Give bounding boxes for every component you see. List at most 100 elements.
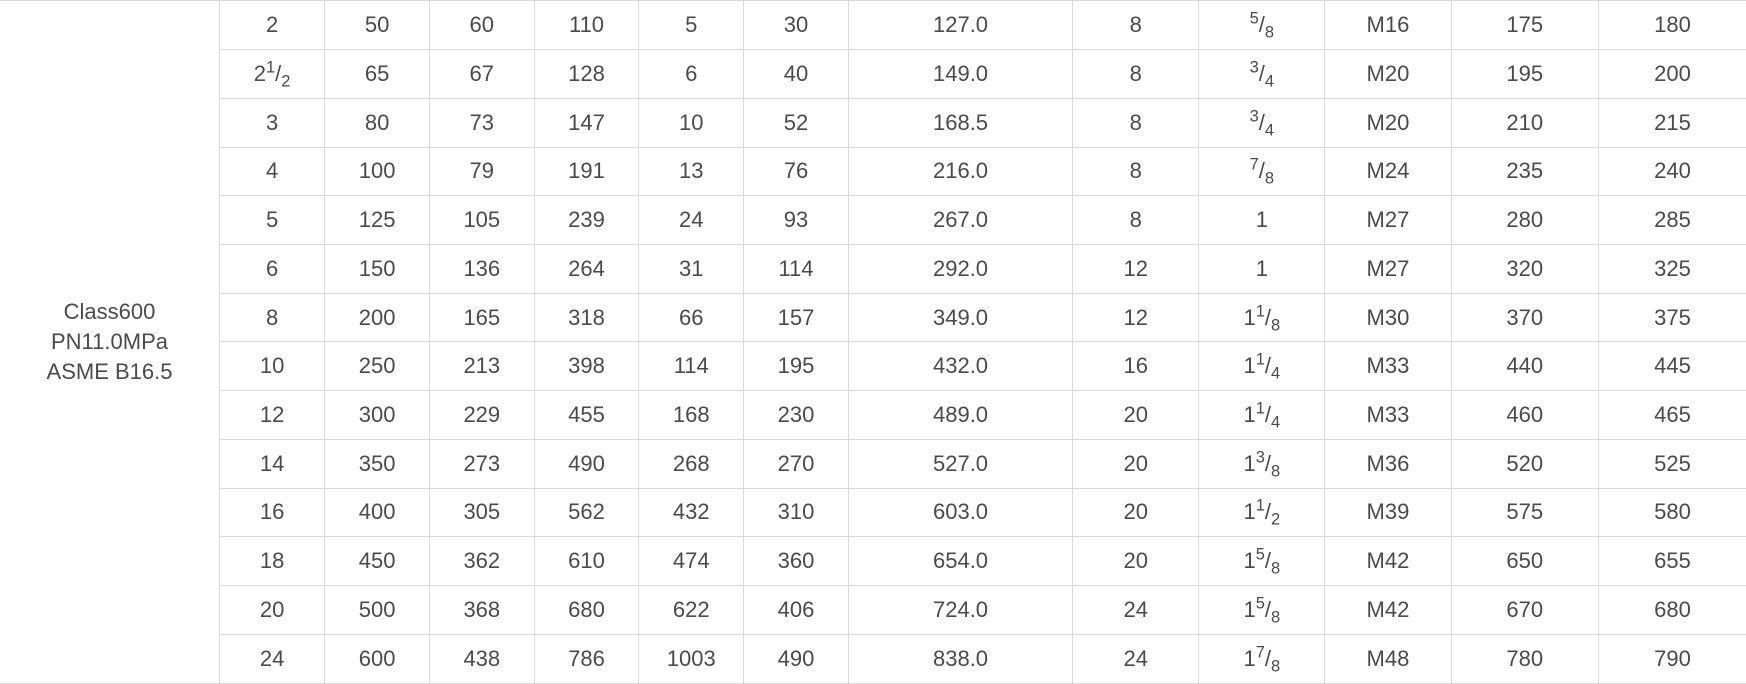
table-cell: 4 — [220, 147, 325, 196]
fraction-value: 3/4 — [1250, 110, 1275, 135]
table-cell: 3 — [220, 98, 325, 147]
table-cell: 200 — [325, 293, 430, 342]
table-cell: 370 — [1451, 293, 1598, 342]
table-cell: 474 — [639, 537, 744, 586]
table-cell: 600 — [325, 634, 430, 683]
table-cell: 780 — [1451, 634, 1598, 683]
table-cell: 215 — [1598, 98, 1746, 147]
table-cell: 12 — [220, 391, 325, 440]
table-cell: 5 — [639, 1, 744, 50]
table-row: 820016531866157349.01211/8M30370375 — [220, 293, 1746, 342]
table-cell: 114 — [744, 245, 849, 294]
table-cell: M24 — [1325, 147, 1451, 196]
table-cell: 603.0 — [848, 488, 1072, 537]
fraction-value: 3/4 — [1250, 61, 1275, 86]
table-cell: 580 — [1598, 488, 1746, 537]
table-cell: 1003 — [639, 634, 744, 683]
table-row: 16400305562432310603.02011/2M39575580 — [220, 488, 1746, 537]
table-cell: 268 — [639, 439, 744, 488]
table-cell: M20 — [1325, 50, 1451, 99]
table-cell: 24 — [1073, 585, 1199, 634]
table-cell: 325 — [1598, 245, 1746, 294]
table-cell: 292.0 — [848, 245, 1072, 294]
table-cell: 2 — [220, 1, 325, 50]
table-cell: 318 — [534, 293, 639, 342]
table-cell: 157 — [744, 293, 849, 342]
table-cell: 76 — [744, 147, 849, 196]
fraction-value: 13/8 — [1243, 451, 1280, 476]
row-header-line: PN11.0MPa — [51, 327, 168, 357]
table-row: 25060110530127.085/8M16175180 — [220, 1, 1746, 50]
table-cell: 15/8 — [1199, 585, 1325, 634]
table-cell: 398 — [534, 342, 639, 391]
table-cell: 114 — [639, 342, 744, 391]
table-cell: 180 — [1598, 1, 1746, 50]
table-cell: 460 — [1451, 391, 1598, 440]
table-row: 4100791911376216.087/8M24235240 — [220, 147, 1746, 196]
table-cell: 14 — [220, 439, 325, 488]
table-cell: 8 — [1073, 1, 1199, 50]
fraction-value: 11/8 — [1243, 305, 1280, 330]
table-cell: 12 — [1073, 293, 1199, 342]
table-cell: 73 — [429, 98, 534, 147]
table-cell: 489.0 — [848, 391, 1072, 440]
table-cell: M36 — [1325, 439, 1451, 488]
fraction-value: 15/8 — [1243, 548, 1280, 573]
table-cell: 21/2 — [220, 50, 325, 99]
table-cell: 575 — [1451, 488, 1598, 537]
table-cell: 838.0 — [848, 634, 1072, 683]
table-cell: 31 — [639, 245, 744, 294]
table-row: 12300229455168230489.02011/4M33460465 — [220, 391, 1746, 440]
table-cell: 465 — [1598, 391, 1746, 440]
table-cell: 20 — [1073, 439, 1199, 488]
fraction-value: 11/4 — [1243, 353, 1280, 378]
table-row: 615013626431114292.0121M27320325 — [220, 245, 1746, 294]
table-cell: 67 — [429, 50, 534, 99]
table-cell: M30 — [1325, 293, 1451, 342]
table-cell: 147 — [534, 98, 639, 147]
table-cell: 24 — [1073, 634, 1199, 683]
table-cell: 8 — [1073, 98, 1199, 147]
table-cell: 680 — [1598, 585, 1746, 634]
table-row: 20500368680622406724.02415/8M42670680 — [220, 585, 1746, 634]
table-cell: 310 — [744, 488, 849, 537]
table-cell: M20 — [1325, 98, 1451, 147]
table-cell: 11/4 — [1199, 391, 1325, 440]
table-row: 10250213398114195432.01611/4M33440445 — [220, 342, 1746, 391]
table-cell: 110 — [534, 1, 639, 50]
table-cell: 8 — [1073, 196, 1199, 245]
table-cell: 52 — [744, 98, 849, 147]
table-cell: M42 — [1325, 537, 1451, 586]
table-cell: 3/4 — [1199, 98, 1325, 147]
table-cell: 20 — [1073, 391, 1199, 440]
table-cell: 30 — [744, 1, 849, 50]
table-cell: 6 — [639, 50, 744, 99]
table-row: 14350273490268270527.02013/8M36520525 — [220, 439, 1746, 488]
table-cell: 650 — [1451, 537, 1598, 586]
row-header-line: ASME B16.5 — [47, 357, 173, 387]
table-cell: 125 — [325, 196, 430, 245]
table-cell: 168.5 — [848, 98, 1072, 147]
table-cell: 150 — [325, 245, 430, 294]
table-cell: M42 — [1325, 585, 1451, 634]
table-cell: 93 — [744, 196, 849, 245]
table-cell: 15/8 — [1199, 537, 1325, 586]
fraction-value: 7/8 — [1250, 158, 1275, 183]
table-cell: 50 — [325, 1, 430, 50]
table-cell: 240 — [1598, 147, 1746, 196]
table-cell: 368 — [429, 585, 534, 634]
table-cell: 6 — [220, 245, 325, 294]
fraction-value: 15/8 — [1243, 597, 1280, 622]
table-cell: 1 — [1199, 196, 1325, 245]
spec-table-wrap: Class600 PN11.0MPa ASME B16.5 2506011053… — [0, 0, 1746, 684]
table-cell: 500 — [325, 585, 430, 634]
spec-table: 25060110530127.085/8M1617518021/26567128… — [220, 1, 1746, 683]
table-cell: 175 — [1451, 1, 1598, 50]
table-cell: 10 — [220, 342, 325, 391]
table-cell: 455 — [534, 391, 639, 440]
table-row: 18450362610474360654.02015/8M42650655 — [220, 537, 1746, 586]
table-cell: 10 — [639, 98, 744, 147]
table-cell: 786 — [534, 634, 639, 683]
row-header: Class600 PN11.0MPa ASME B16.5 — [0, 1, 220, 683]
table-cell: 191 — [534, 147, 639, 196]
